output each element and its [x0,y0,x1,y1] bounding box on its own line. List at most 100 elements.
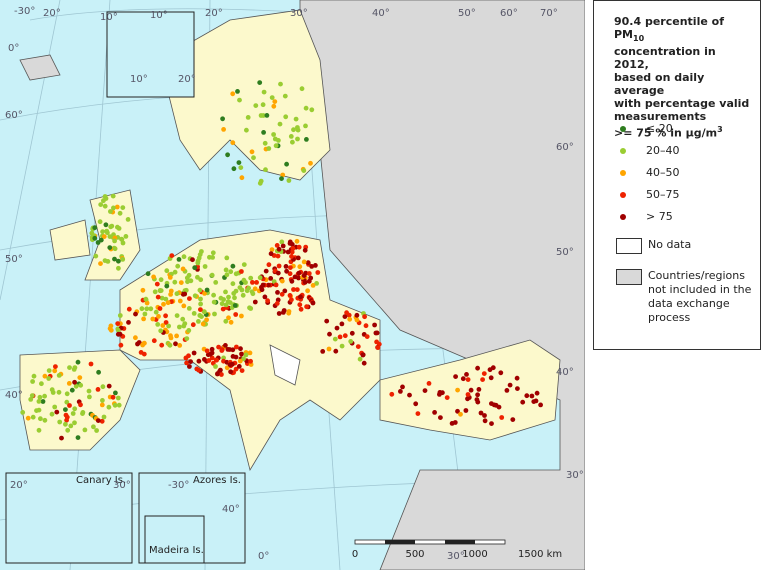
station [239,287,245,293]
station [103,196,109,201]
station [265,298,270,304]
station [142,340,147,346]
station [293,116,299,122]
station [475,365,480,371]
station [320,349,326,354]
station [344,310,349,316]
station [268,251,274,257]
station [276,263,282,269]
station [56,389,62,395]
station [298,306,304,312]
station [112,402,118,408]
station [225,347,231,352]
station [72,420,77,426]
station [426,381,432,386]
station [67,365,72,370]
station [150,316,156,322]
station [156,314,161,319]
station [52,368,58,374]
station [481,371,487,376]
station [117,313,123,318]
station [257,275,263,281]
station [355,344,361,349]
station [42,417,48,423]
station [342,314,348,319]
station [288,265,293,270]
scale-label: 500 [405,549,424,560]
station [515,386,520,391]
station [155,294,161,300]
station [108,209,113,214]
station [360,352,366,358]
station [279,278,285,284]
station [49,387,55,393]
station [363,323,369,329]
station [153,309,159,315]
station [225,152,231,158]
station [239,175,245,181]
station [458,411,463,417]
station [422,388,428,393]
station [463,408,469,413]
station [75,359,81,365]
inset-label: Canary Is. [76,475,126,486]
station [289,297,294,303]
station [63,407,68,412]
station [88,361,94,367]
station [167,275,173,280]
station [155,322,161,327]
station [238,165,244,171]
station [115,327,121,333]
station [284,268,289,274]
station [271,132,276,137]
station [65,427,71,433]
legend-label: > 75 [646,210,673,223]
station [294,287,300,292]
station [102,258,108,263]
station [108,224,114,230]
station [206,358,212,363]
station [154,281,160,287]
station [113,390,118,396]
station [173,341,178,347]
station [475,392,480,398]
station [220,116,226,122]
station [182,321,188,326]
station [136,340,142,345]
station [254,280,259,285]
station [227,362,233,368]
station [288,134,294,139]
station [39,381,44,387]
station [269,95,275,100]
station [334,325,340,331]
station [164,268,170,274]
station [239,269,244,274]
title-text: measurements [614,110,707,124]
title-sup: 3 [717,125,723,135]
station [489,421,494,426]
station [234,344,239,350]
station [354,317,360,323]
station [220,306,226,312]
station [253,103,259,108]
legend-label: 20–40 [646,144,680,157]
station [52,404,58,410]
station [191,350,197,356]
station [247,350,253,356]
station [36,427,42,433]
station [232,295,237,301]
station [266,262,272,268]
station [491,402,497,408]
station [160,323,166,328]
station [219,372,224,377]
station [172,279,178,285]
station [114,204,120,210]
station [314,281,319,286]
station [244,127,249,133]
station [133,311,138,317]
station [158,328,164,334]
station [301,168,307,174]
station [299,86,305,92]
station [262,140,268,146]
